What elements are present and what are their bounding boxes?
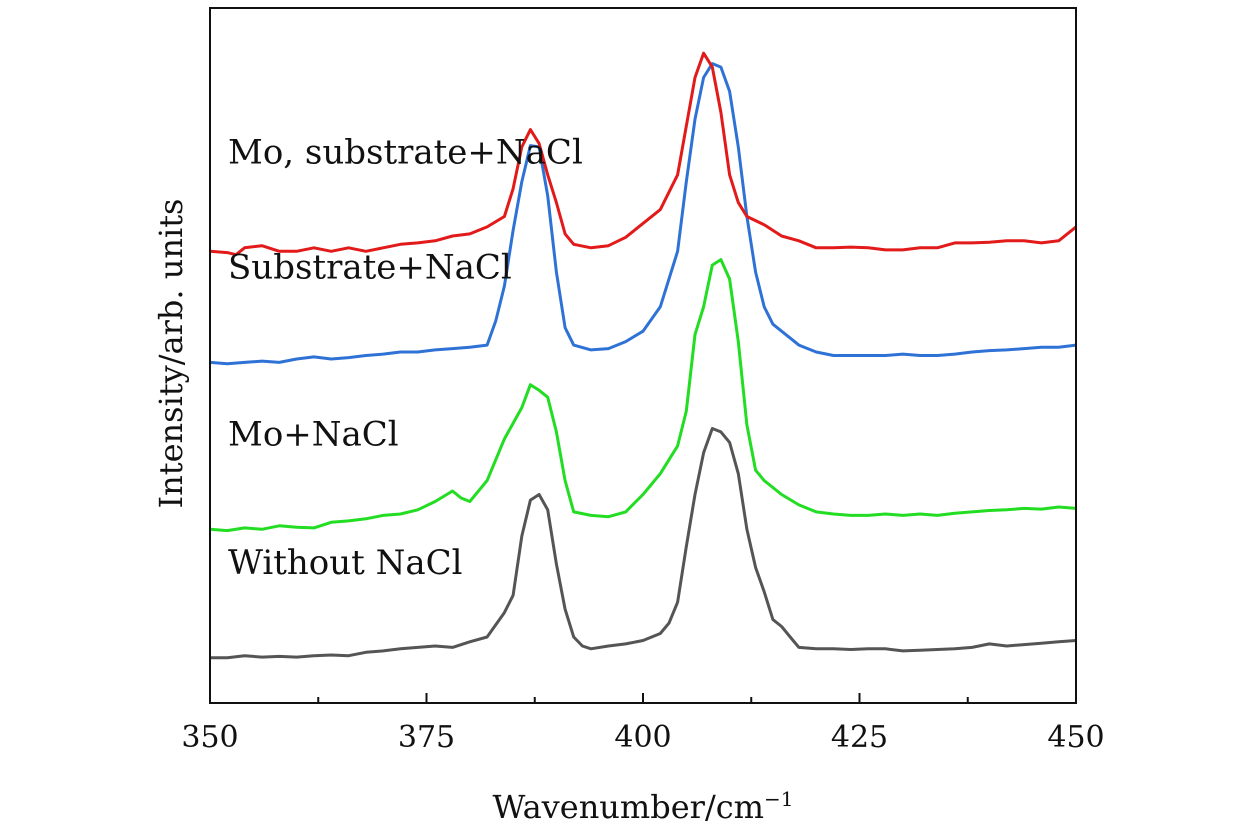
x-axis-title: Wavenumber/cm−1 (492, 787, 793, 826)
series-label-3: Mo, substrate+NaCl (228, 132, 583, 172)
x-tick-label-0: 350 (181, 720, 238, 755)
series-label-2: Substrate+NaCl (228, 247, 512, 287)
series-line-1 (209, 258, 1077, 533)
series-label-0: Without NaCl (228, 543, 463, 583)
x-axis-title-exponent: −1 (764, 787, 793, 811)
x-axis-ticks: 350 375 400 425 450 (181, 693, 1105, 755)
x-tick-label-2: 400 (614, 720, 671, 755)
series-layer (209, 51, 1077, 660)
series-label-1: Mo+NaCl (228, 414, 399, 454)
x-tick-label-3: 425 (831, 720, 888, 755)
x-tick-label-1: 375 (398, 720, 455, 755)
x-tick-label-4: 450 (1047, 720, 1104, 755)
series-label-layer: Without NaCl Mo+NaCl Substrate+NaCl Mo, sub… (228, 132, 583, 583)
series-line-0 (210, 427, 1077, 660)
x-axis-title-text: Wavenumber/cm (492, 788, 764, 826)
series-line-3 (209, 51, 1077, 257)
y-axis-title: Intensity/arb. units (152, 199, 190, 509)
series-line-2 (209, 62, 1077, 366)
